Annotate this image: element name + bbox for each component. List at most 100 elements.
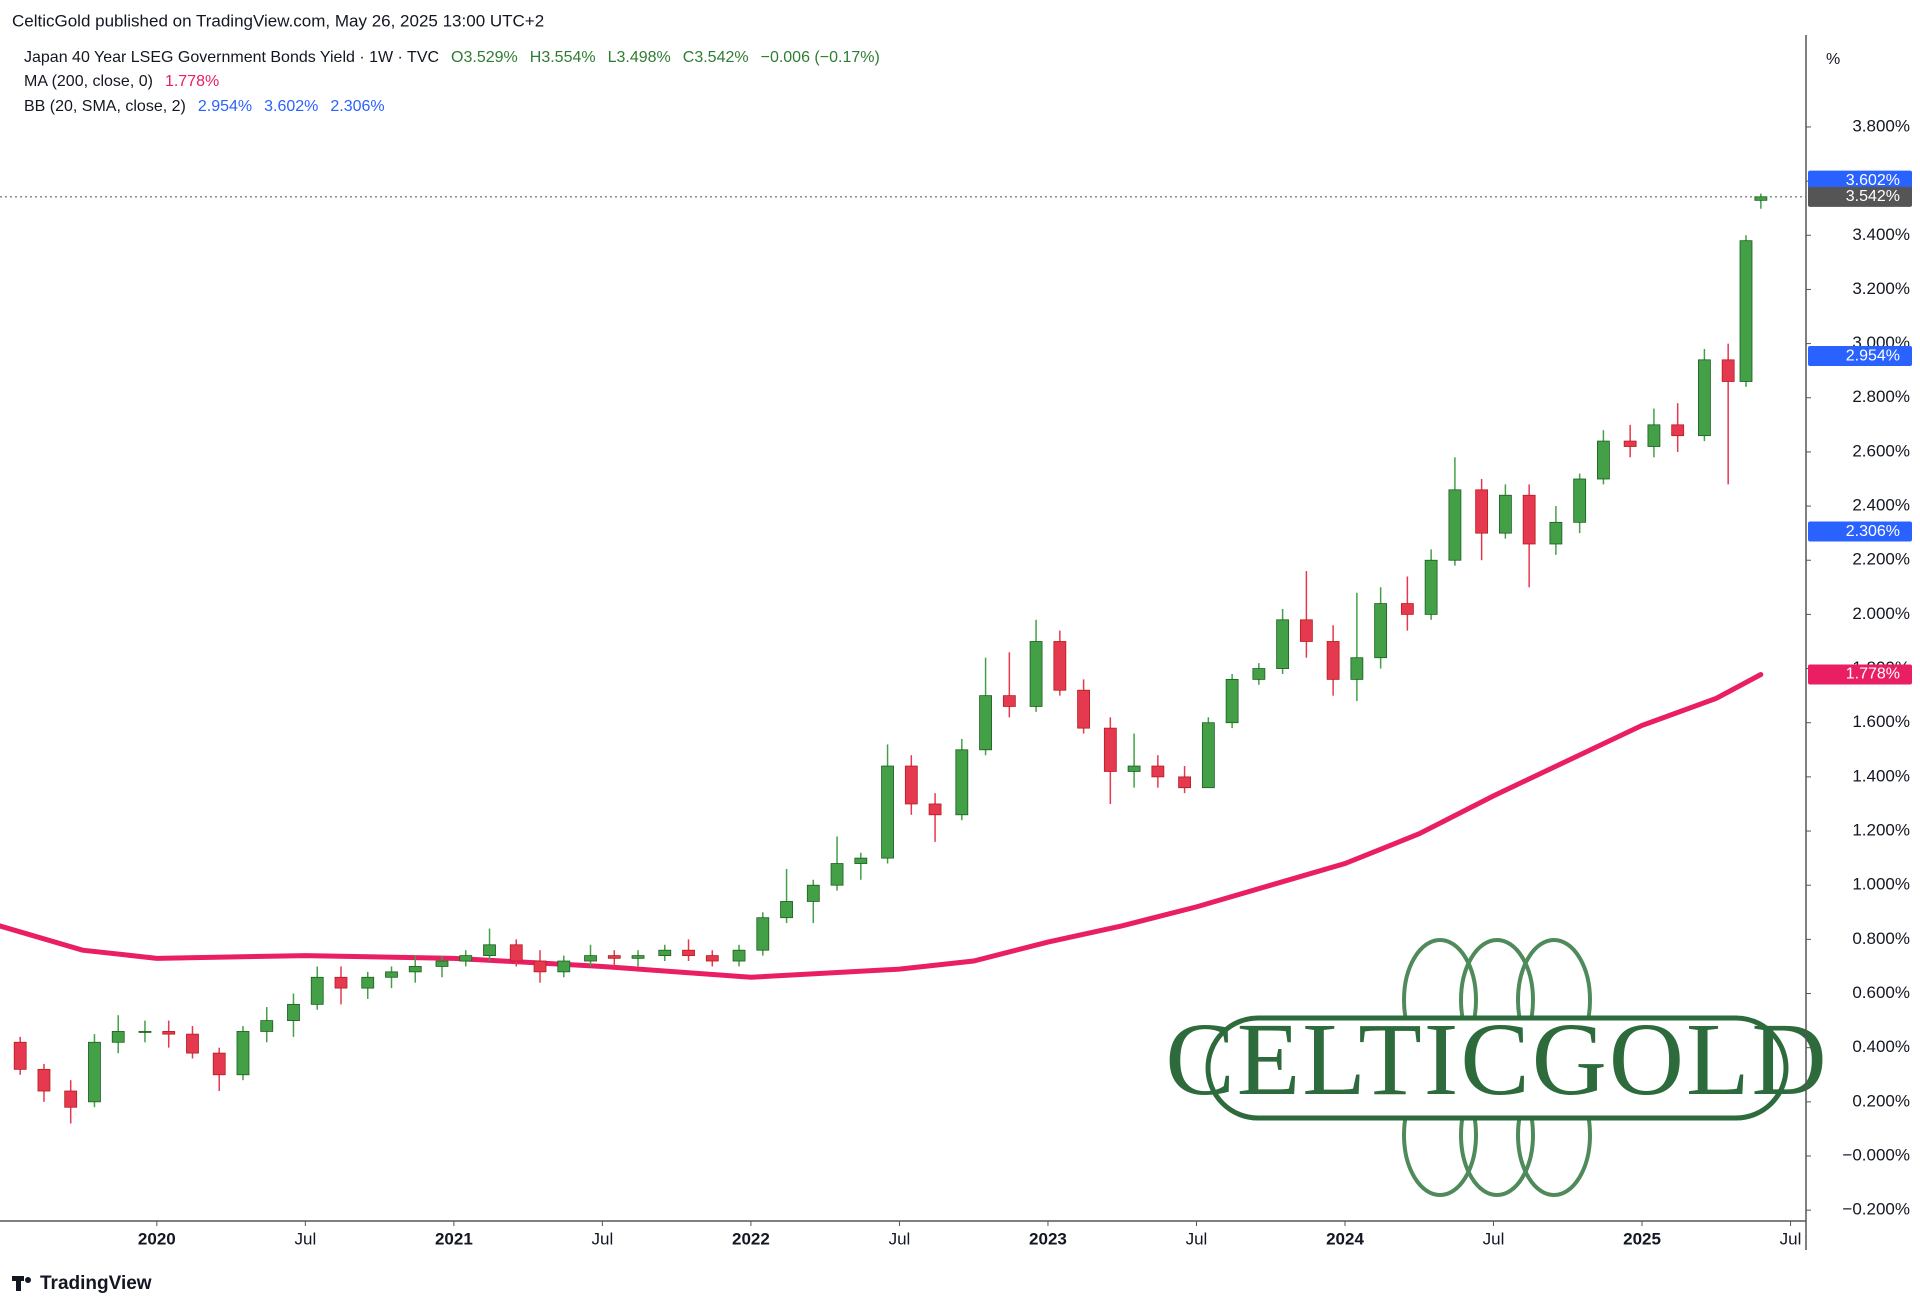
candle-body bbox=[1053, 641, 1067, 691]
candle-body bbox=[1178, 776, 1191, 789]
y-tick-label: 3.200% bbox=[1852, 279, 1910, 298]
publisher: CelticGold published on TradingView.com,… bbox=[12, 11, 544, 30]
candle-body bbox=[88, 1041, 101, 1103]
candle-body bbox=[1448, 489, 1462, 561]
candle-body bbox=[1647, 424, 1661, 447]
indicator-name: BB (20, SMA, close, 2) bbox=[24, 98, 186, 115]
y-tick-label: 1.600% bbox=[1852, 712, 1910, 731]
x-tick-label: 2021 bbox=[435, 1229, 473, 1248]
candle-body bbox=[287, 1003, 300, 1022]
candle-body bbox=[1739, 240, 1753, 382]
candle-body bbox=[1029, 641, 1043, 707]
candle-body bbox=[138, 1031, 152, 1033]
indicator-value: 3.602% bbox=[264, 98, 318, 115]
candle-body bbox=[1225, 678, 1239, 724]
candle-body bbox=[1350, 657, 1364, 680]
candle-body bbox=[705, 955, 719, 962]
candle-body bbox=[584, 955, 597, 962]
candle-body bbox=[682, 949, 695, 957]
x-tick-label: 2024 bbox=[1326, 1229, 1364, 1248]
ohlc-value: L3.498% bbox=[608, 49, 671, 66]
indicator-legend: BB (20, SMA, close, 2) 2.954% 3.602% 2.306% bbox=[24, 98, 385, 115]
candle-body bbox=[310, 976, 324, 1005]
ma-line bbox=[0, 672, 1764, 980]
price-tag-label: 3.542% bbox=[1846, 188, 1900, 205]
candle-body bbox=[64, 1090, 78, 1108]
candle-body bbox=[361, 976, 375, 989]
candle-body bbox=[904, 765, 918, 805]
candle-body bbox=[1424, 559, 1438, 615]
y-tick-label: 2.400% bbox=[1852, 496, 1910, 515]
candle-body bbox=[658, 949, 672, 957]
x-tick-label: 2023 bbox=[1029, 1229, 1067, 1248]
candle-body bbox=[212, 1052, 226, 1076]
y-tick-label: −0.200% bbox=[1842, 1200, 1910, 1219]
x-tick-label: 2025 bbox=[1623, 1229, 1661, 1248]
candle-body bbox=[1721, 359, 1735, 382]
indicator-value: 1.778% bbox=[165, 73, 219, 90]
candle-body bbox=[631, 955, 645, 959]
price-tag-label: 2.954% bbox=[1846, 347, 1900, 364]
candle-body bbox=[408, 966, 422, 973]
candle-body bbox=[881, 765, 894, 859]
candle-body bbox=[1103, 727, 1117, 772]
candle-body bbox=[1374, 603, 1388, 659]
candle-body bbox=[1252, 668, 1266, 680]
candle-body bbox=[162, 1031, 176, 1035]
candle-body bbox=[928, 803, 942, 816]
price-tag bbox=[1808, 346, 1912, 367]
candle-body bbox=[1573, 478, 1587, 523]
y-tick-label: 1.000% bbox=[1852, 875, 1910, 894]
candle-body bbox=[1671, 424, 1685, 437]
candle-body bbox=[1549, 521, 1563, 545]
candle-body bbox=[1002, 695, 1016, 707]
candle-body bbox=[1151, 765, 1165, 778]
ohlc-value: H3.554% bbox=[530, 49, 596, 66]
x-tick-label: Jul bbox=[592, 1229, 614, 1248]
candle-body bbox=[334, 976, 348, 989]
y-tick-label: 0.400% bbox=[1852, 1037, 1910, 1056]
candle-body bbox=[1475, 489, 1489, 534]
y-tick-label: 0.600% bbox=[1852, 983, 1910, 1002]
y-tick-label: 1.200% bbox=[1852, 821, 1910, 840]
y-tick-label: 0.800% bbox=[1852, 929, 1910, 948]
x-tick-label: Jul bbox=[1483, 1229, 1505, 1248]
indicator-value: 2.954% bbox=[198, 98, 252, 115]
candle-body bbox=[830, 863, 844, 886]
candle-body bbox=[1498, 494, 1512, 534]
x-tick-label: Jul bbox=[1780, 1229, 1802, 1248]
candle-body bbox=[854, 857, 868, 864]
candle-body bbox=[1299, 619, 1313, 642]
candle-body bbox=[1201, 722, 1215, 789]
candle-body bbox=[533, 960, 547, 973]
candle-body bbox=[1522, 494, 1536, 545]
y-tick-label: 0.200% bbox=[1852, 1091, 1910, 1110]
ohlc-value: −0.006 (−0.17%) bbox=[761, 49, 880, 66]
candle-body bbox=[979, 695, 992, 751]
price-tag bbox=[1808, 186, 1912, 207]
candle-body bbox=[236, 1031, 250, 1076]
candle-body bbox=[1077, 689, 1090, 729]
y-tick-label: 2.600% bbox=[1852, 441, 1910, 460]
candle-body bbox=[186, 1033, 199, 1054]
y-tick-label: 2.800% bbox=[1852, 387, 1910, 406]
y-tick-label: 2.200% bbox=[1852, 550, 1910, 569]
candle-body bbox=[780, 901, 793, 919]
candle-body bbox=[607, 955, 621, 959]
ohlc-value: C3.542% bbox=[683, 49, 749, 66]
y-tick-label: 3.400% bbox=[1852, 225, 1910, 244]
candle-body bbox=[732, 949, 746, 962]
indicator-value: 2.306% bbox=[330, 98, 384, 115]
candle-body bbox=[1754, 196, 1768, 201]
ohlc-value: O3.529% bbox=[451, 49, 518, 66]
candle-body bbox=[1623, 440, 1637, 447]
y-tick-label: 2.000% bbox=[1852, 604, 1910, 623]
price-tag-label: 1.778% bbox=[1846, 666, 1900, 683]
candle-body bbox=[1276, 619, 1290, 669]
candle-body bbox=[806, 884, 820, 902]
candle-body bbox=[955, 749, 969, 816]
candle-body bbox=[260, 1020, 274, 1032]
candle-body bbox=[13, 1041, 27, 1070]
candle-body bbox=[756, 917, 770, 951]
